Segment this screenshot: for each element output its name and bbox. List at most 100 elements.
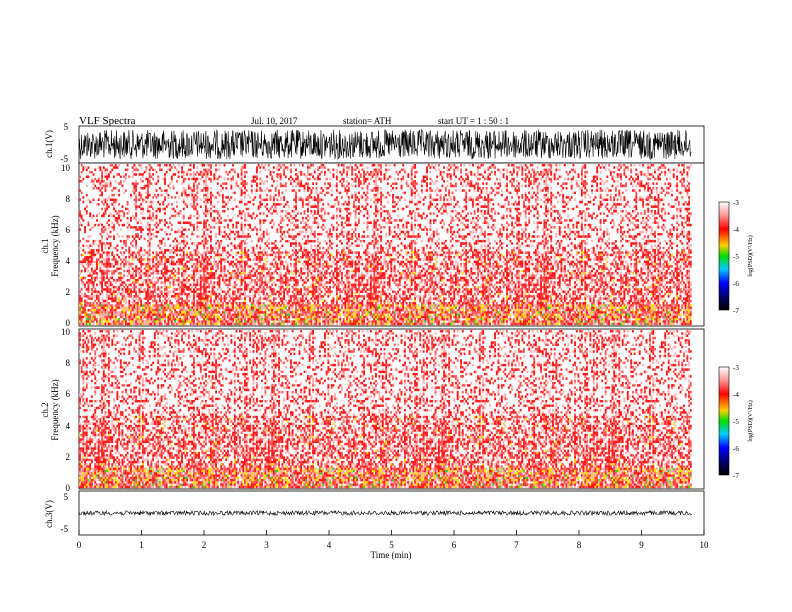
spectrogram-cell bbox=[254, 320, 257, 323]
spectrogram-cell bbox=[192, 226, 195, 229]
spectrogram-cell bbox=[109, 288, 112, 291]
spectrogram-cell bbox=[206, 297, 209, 300]
spectrogram-cell bbox=[313, 285, 316, 289]
spectrogram-cell bbox=[96, 322, 98, 326]
spectrogram-cell bbox=[198, 299, 200, 303]
spectrogram-cell bbox=[210, 180, 212, 183]
spectrogram-cell bbox=[136, 320, 139, 323]
spectrogram-cell bbox=[102, 269, 105, 273]
spectrogram-cell bbox=[140, 226, 143, 229]
spectrogram-cell bbox=[213, 299, 216, 303]
spectrogram-cell bbox=[266, 315, 269, 319]
spectrogram-cell bbox=[138, 288, 141, 291]
spectrogram-cell bbox=[170, 203, 173, 206]
spectrogram-cell bbox=[118, 214, 121, 218]
spectrogram-cell bbox=[124, 283, 127, 287]
spectrogram-cell bbox=[330, 193, 333, 197]
spectrogram-cell bbox=[247, 322, 250, 326]
spectrogram-cell bbox=[332, 322, 335, 326]
spectrogram-cell bbox=[242, 235, 245, 238]
spectrogram-cell bbox=[113, 200, 115, 204]
spectrogram-cell bbox=[124, 256, 127, 259]
spectrogram-cell bbox=[293, 210, 296, 213]
spectrogram-cell bbox=[213, 258, 216, 261]
spectrogram-cell bbox=[99, 180, 102, 183]
spectrogram-cell bbox=[254, 175, 257, 178]
spectrogram-cell bbox=[269, 302, 272, 305]
spectrogram-cell bbox=[187, 304, 190, 307]
spectrogram-cell bbox=[141, 311, 144, 314]
spectrogram-cell bbox=[148, 322, 151, 326]
spectrogram-cell bbox=[148, 246, 151, 250]
spectrogram-cell bbox=[181, 260, 183, 264]
spectrogram-cell bbox=[210, 256, 212, 259]
spectrogram-cell bbox=[181, 274, 183, 277]
spectrogram-cell bbox=[221, 196, 224, 199]
spectrogram-cell bbox=[162, 237, 165, 241]
spectrogram-cell bbox=[113, 187, 115, 190]
spectrogram-cell bbox=[266, 251, 269, 254]
spectrogram-cell bbox=[179, 302, 182, 305]
spectrogram-cell bbox=[250, 184, 253, 188]
spectrogram-cell bbox=[138, 318, 141, 321]
spectrogram-cell bbox=[187, 267, 190, 270]
spectrogram-cell bbox=[148, 184, 151, 188]
spectrogram-cell bbox=[204, 251, 207, 254]
spectrogram-cell bbox=[293, 205, 296, 208]
spectrogram-cell bbox=[150, 322, 153, 326]
spectrogram-cell bbox=[135, 233, 138, 236]
spectrogram-cell bbox=[266, 322, 269, 326]
spectrogram-cell bbox=[332, 306, 335, 310]
spectrogram-cell bbox=[128, 279, 131, 282]
spectrogram-cell bbox=[274, 292, 277, 296]
spectrogram-cell bbox=[221, 318, 224, 321]
spectrogram-cell bbox=[131, 297, 134, 300]
spectrogram-cell bbox=[300, 299, 303, 303]
spectrogram-cell bbox=[106, 272, 109, 275]
spectrogram-cell bbox=[106, 262, 109, 266]
spectrogram-cell bbox=[249, 297, 252, 300]
spectrogram-cell bbox=[126, 318, 129, 321]
spectrogram-cell bbox=[235, 267, 238, 270]
spectrogram-cell bbox=[240, 288, 243, 291]
spectrogram-cell bbox=[291, 253, 294, 257]
spectrogram-cell bbox=[135, 253, 138, 257]
spectrogram-cell bbox=[329, 313, 331, 316]
spectrogram-cell bbox=[99, 168, 102, 172]
spectrogram-cell bbox=[135, 200, 138, 204]
spectrogram-cell bbox=[240, 249, 243, 252]
spectrogram-cell bbox=[254, 283, 257, 287]
spectrogram-cell bbox=[187, 260, 190, 264]
spectrogram-cell bbox=[89, 170, 92, 174]
spectrogram-cell bbox=[85, 295, 88, 298]
spectrogram-cell bbox=[227, 244, 229, 247]
spectrogram-cell bbox=[131, 318, 134, 321]
spectrogram-cell bbox=[327, 295, 330, 298]
spectrogram-cell bbox=[106, 322, 109, 326]
spectrogram-cell bbox=[266, 193, 269, 197]
spectrogram-cell bbox=[312, 290, 314, 293]
spectrogram-cell bbox=[189, 216, 192, 220]
spectrogram-cell bbox=[194, 251, 197, 254]
spectrogram-cell bbox=[145, 168, 148, 172]
spectrogram-cell bbox=[192, 233, 195, 236]
spectrogram-cell bbox=[184, 299, 187, 303]
spectrogram-cell bbox=[324, 265, 326, 268]
spectrogram-cell bbox=[182, 313, 185, 316]
spectrogram-cell bbox=[201, 262, 204, 266]
spectrogram-cell bbox=[244, 187, 246, 190]
spectrogram-cell bbox=[257, 237, 260, 241]
spectrogram-cell bbox=[322, 207, 325, 211]
spectrogram-cell bbox=[313, 299, 316, 303]
spectrogram-cell bbox=[261, 306, 263, 310]
spectrogram-cell bbox=[320, 191, 323, 195]
spectrogram-cell bbox=[281, 260, 284, 264]
spectrogram-cell bbox=[101, 249, 104, 252]
spectrogram-cell bbox=[203, 200, 206, 204]
spectrogram-cell bbox=[240, 311, 243, 314]
spectrogram-cell bbox=[252, 212, 255, 215]
spectrogram-cell bbox=[172, 173, 175, 176]
spectrogram-cell bbox=[306, 308, 309, 312]
spectrogram-cell bbox=[89, 244, 92, 247]
spectrogram-cell bbox=[123, 180, 126, 183]
